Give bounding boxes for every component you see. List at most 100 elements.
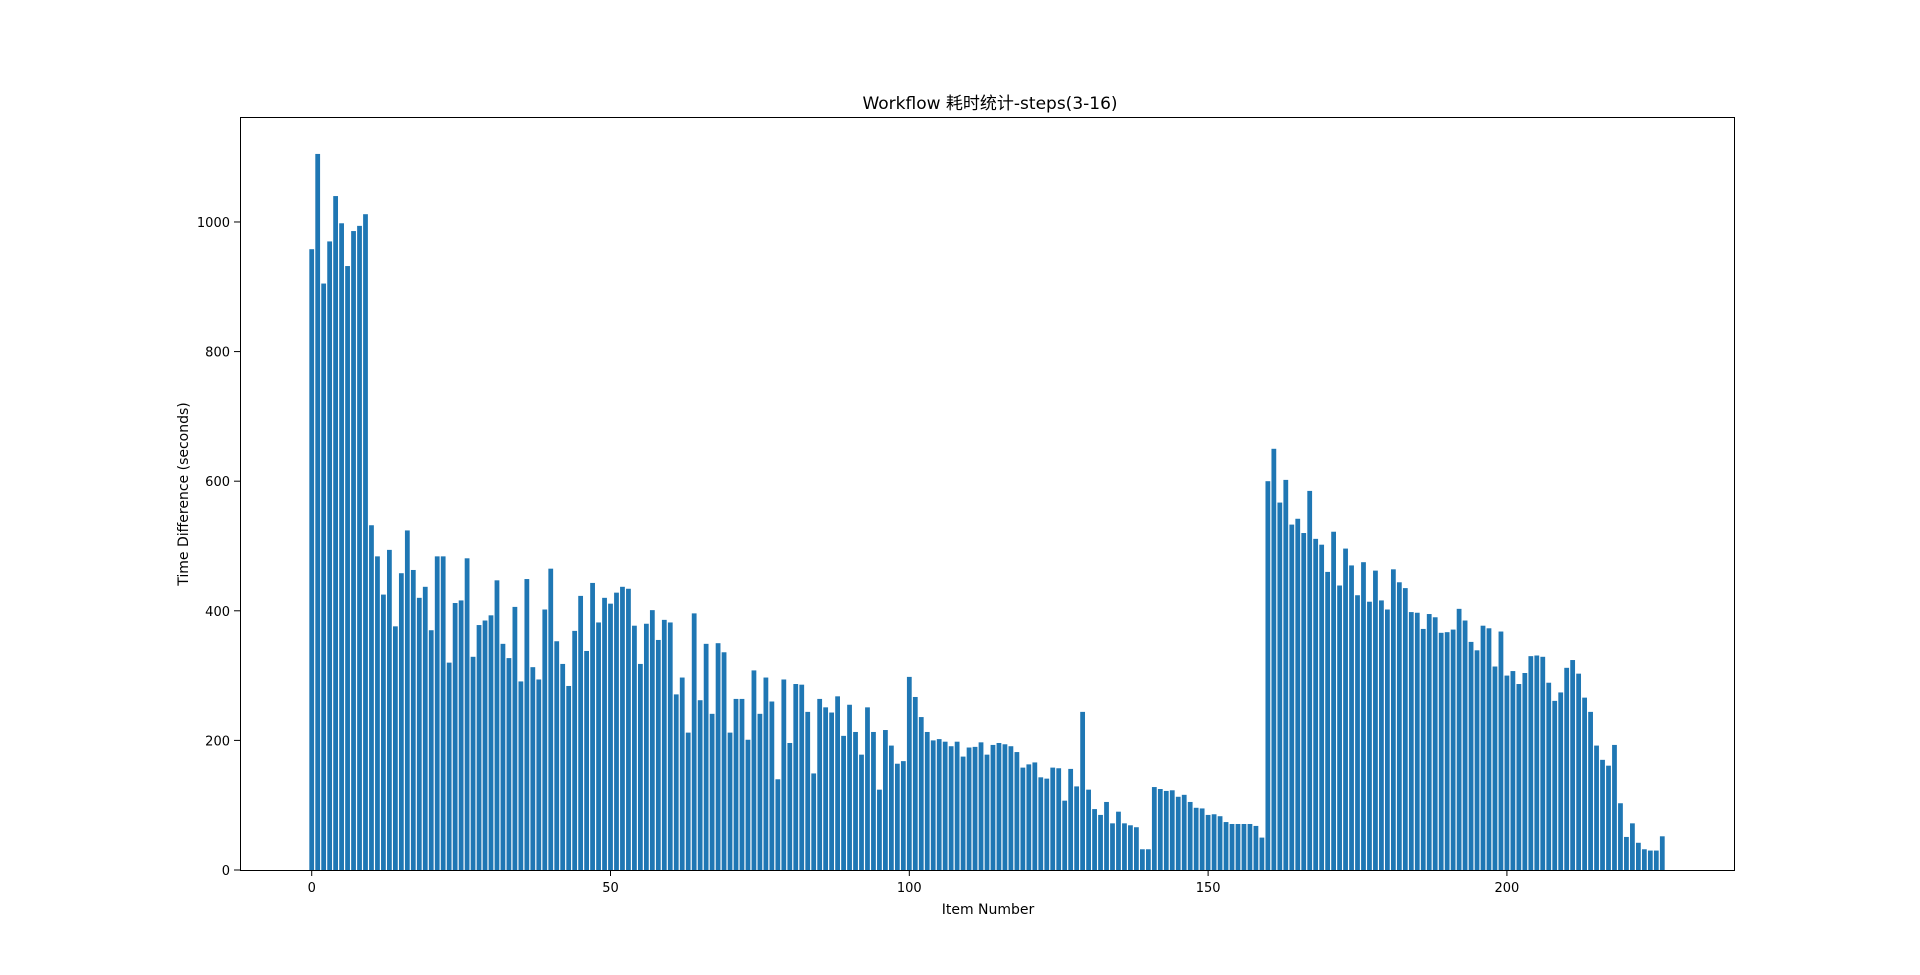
bar-item-40 — [548, 568, 554, 870]
bar-item-170 — [1325, 571, 1331, 870]
bar-item-182 — [1396, 582, 1402, 870]
bar-item-132 — [1098, 814, 1103, 870]
bar-item-162 — [1277, 502, 1283, 870]
bar-item-145 — [1175, 796, 1181, 870]
bar-item-171 — [1331, 531, 1336, 870]
bar-item-135 — [1116, 811, 1121, 870]
bar-item-39 — [542, 609, 548, 870]
bar-item-45 — [578, 595, 584, 870]
bar-item-104 — [930, 740, 936, 870]
bar-item-133 — [1104, 801, 1109, 870]
bar-item-131 — [1092, 809, 1097, 870]
bar-item-34 — [512, 606, 518, 870]
bar-item-83 — [805, 711, 811, 870]
bar-item-57 — [649, 610, 655, 870]
bar-item-53 — [626, 588, 631, 870]
bar-item-97 — [888, 745, 894, 870]
bar-item-221 — [1630, 823, 1635, 870]
bar-item-112 — [978, 742, 984, 870]
bar-item-93 — [865, 707, 870, 870]
bar-item-118 — [1014, 752, 1020, 870]
bar-item-85 — [817, 698, 823, 870]
bar-item-163 — [1283, 479, 1289, 870]
bar-item-179 — [1379, 600, 1384, 870]
bar-item-90 — [847, 704, 852, 870]
bar-item-71 — [733, 698, 739, 870]
bar-item-155 — [1235, 823, 1241, 870]
bar-item-122 — [1038, 777, 1044, 870]
bar-item-185 — [1414, 612, 1420, 870]
bar-item-18 — [416, 597, 422, 870]
bar-item-102 — [918, 717, 924, 870]
bar-item-68 — [715, 643, 721, 870]
bar-item-84 — [811, 773, 817, 870]
bar-item-199 — [1498, 631, 1504, 870]
bar-item-36 — [524, 579, 530, 870]
bar-item-51 — [614, 592, 619, 870]
plot-frame — [240, 117, 1735, 871]
bar-item-72 — [739, 698, 745, 870]
bar-item-205 — [1534, 655, 1540, 870]
bar-item-65 — [697, 700, 703, 870]
x-tick-label: 50 — [602, 881, 619, 896]
bar-item-201 — [1510, 671, 1516, 870]
bar-item-208 — [1552, 700, 1558, 870]
bar-item-42 — [560, 663, 566, 870]
y-axis-label: Time Difference (seconds) — [176, 402, 192, 586]
bar-item-9 — [363, 214, 368, 870]
bar-item-87 — [829, 712, 835, 870]
bar-item-19 — [422, 586, 428, 870]
bar-item-5 — [339, 223, 344, 870]
bar-item-184 — [1408, 612, 1414, 870]
bar-item-82 — [799, 684, 805, 870]
bar-item-137 — [1128, 825, 1133, 870]
bar-item-216 — [1600, 759, 1605, 870]
bar-series — [309, 153, 1665, 871]
bar-item-189 — [1438, 632, 1444, 870]
bar-item-116 — [1002, 744, 1008, 870]
bar-item-144 — [1169, 790, 1175, 870]
bar-item-25 — [458, 600, 464, 870]
y-tick-label: 600 — [205, 475, 230, 490]
bar-item-38 — [536, 679, 542, 870]
bar-item-210 — [1564, 667, 1570, 870]
bar-item-105 — [936, 739, 942, 870]
bar-item-62 — [679, 677, 685, 870]
bar-item-15 — [398, 573, 404, 870]
x-axis-label: Item Number — [942, 902, 1035, 918]
bar-item-70 — [727, 732, 733, 870]
bar-item-203 — [1522, 673, 1528, 870]
bar-item-14 — [392, 626, 398, 870]
bar-item-128 — [1074, 786, 1080, 870]
bar-item-28 — [476, 625, 482, 870]
chart-title: Workflow 耗时统计-steps(3-16) — [862, 94, 1117, 114]
bar-item-96 — [883, 730, 888, 870]
bar-item-176 — [1361, 562, 1366, 870]
bar-item-127 — [1068, 768, 1074, 870]
bar-item-52 — [620, 586, 625, 870]
bar-item-16 — [404, 530, 410, 870]
y-tick-label: 800 — [205, 346, 230, 361]
bar-item-156 — [1241, 823, 1247, 870]
x-tick-label: 0 — [308, 881, 316, 896]
bar-item-7 — [351, 231, 356, 871]
bar-item-69 — [721, 652, 727, 870]
bar-item-226 — [1659, 836, 1665, 870]
bar-item-54 — [632, 625, 637, 870]
bar-item-35 — [518, 681, 524, 870]
bar-item-103 — [924, 731, 930, 870]
bar-item-109 — [960, 756, 966, 870]
bar-item-4 — [333, 196, 339, 870]
bar-item-60 — [667, 622, 673, 870]
bar-item-167 — [1307, 490, 1313, 870]
bar-item-198 — [1492, 666, 1498, 870]
bar-item-108 — [954, 741, 960, 870]
bar-item-99 — [900, 761, 906, 870]
bar-item-20 — [428, 630, 434, 870]
bar-item-219 — [1618, 803, 1623, 870]
bar-item-177 — [1367, 601, 1372, 870]
bar-item-123 — [1044, 778, 1050, 870]
bar-item-191 — [1450, 629, 1456, 870]
bar-item-212 — [1576, 673, 1582, 870]
